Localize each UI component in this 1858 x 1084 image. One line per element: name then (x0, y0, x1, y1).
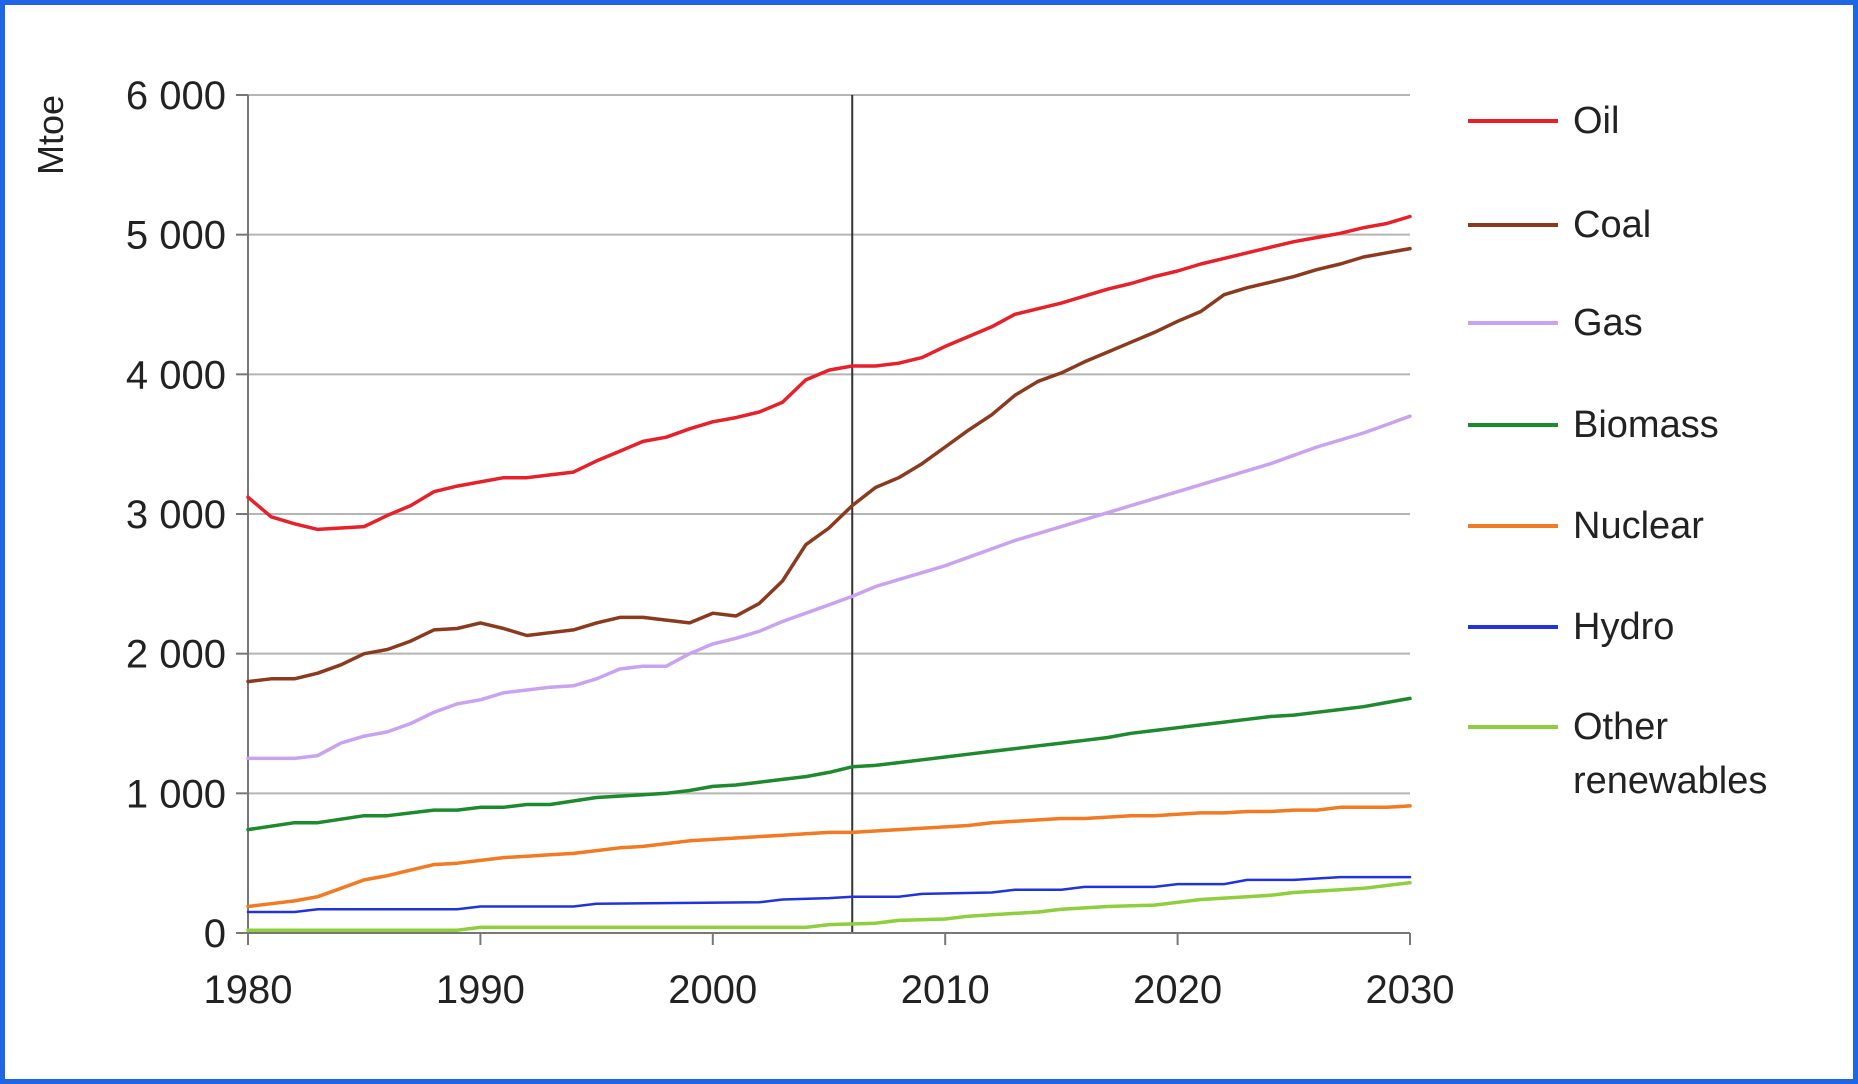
y-tick-label-5000: 5 000 (126, 214, 226, 258)
y-tick-label-3000: 3 000 (126, 493, 226, 537)
x-tick-label-2030: 2030 (1366, 968, 1455, 1012)
x-tick-label-2010: 2010 (901, 968, 990, 1012)
series-line-oil (246, 214, 1412, 532)
legend-label-coal: Coal (1573, 204, 1651, 246)
x-tick-label-1980: 1980 (204, 968, 293, 1012)
series-line-other-renewables (246, 880, 1412, 932)
series-line-nuclear (246, 804, 1412, 909)
legend-label-gas: Gas (1573, 302, 1643, 344)
y-tick-label-0: 0 (204, 912, 226, 956)
legend-label-biomass: Biomass (1573, 404, 1719, 446)
legend-label-hydro: Hydro (1573, 606, 1674, 648)
axes (236, 94, 1411, 945)
y-tick-label-1000: 1 000 (126, 772, 226, 816)
series-line-biomass (246, 696, 1412, 832)
legend-label-nuclear: Nuclear (1573, 505, 1704, 547)
x-tick-label-2000: 2000 (668, 968, 757, 1012)
y-axis-label: Mtoe (30, 95, 71, 175)
series-line-coal (246, 246, 1412, 684)
legend: Oil Coal Gas Biomass Nuclear Hydro Other renewa… (1468, 100, 1767, 802)
y-tick-label-4000: 4 000 (126, 353, 226, 397)
energy-demand-chart: 0 1 000 2 000 3 000 4 000 5 000 6 000 1980 1990… (30, 74, 1767, 1012)
series-line-gas (246, 414, 1412, 761)
x-tick-label-1990: 1990 (436, 968, 525, 1012)
x-tick-labels: 1980 1990 2000 2010 2020 2030 (204, 968, 1455, 1012)
x-tick-label-2020: 2020 (1133, 968, 1222, 1012)
series-lines (246, 214, 1412, 932)
legend-label-renewables: renewables (1573, 760, 1767, 802)
y-tick-label-2000: 2 000 (126, 633, 226, 677)
y-tick-labels: 0 1 000 2 000 3 000 4 000 5 000 6 000 (126, 74, 226, 956)
series-line-hydro (246, 875, 1412, 914)
grid-lines (248, 94, 1410, 795)
legend-label-oil: Oil (1573, 100, 1619, 142)
y-tick-label-6000: 6 000 (126, 74, 226, 118)
legend-label-other: Other (1573, 706, 1668, 748)
